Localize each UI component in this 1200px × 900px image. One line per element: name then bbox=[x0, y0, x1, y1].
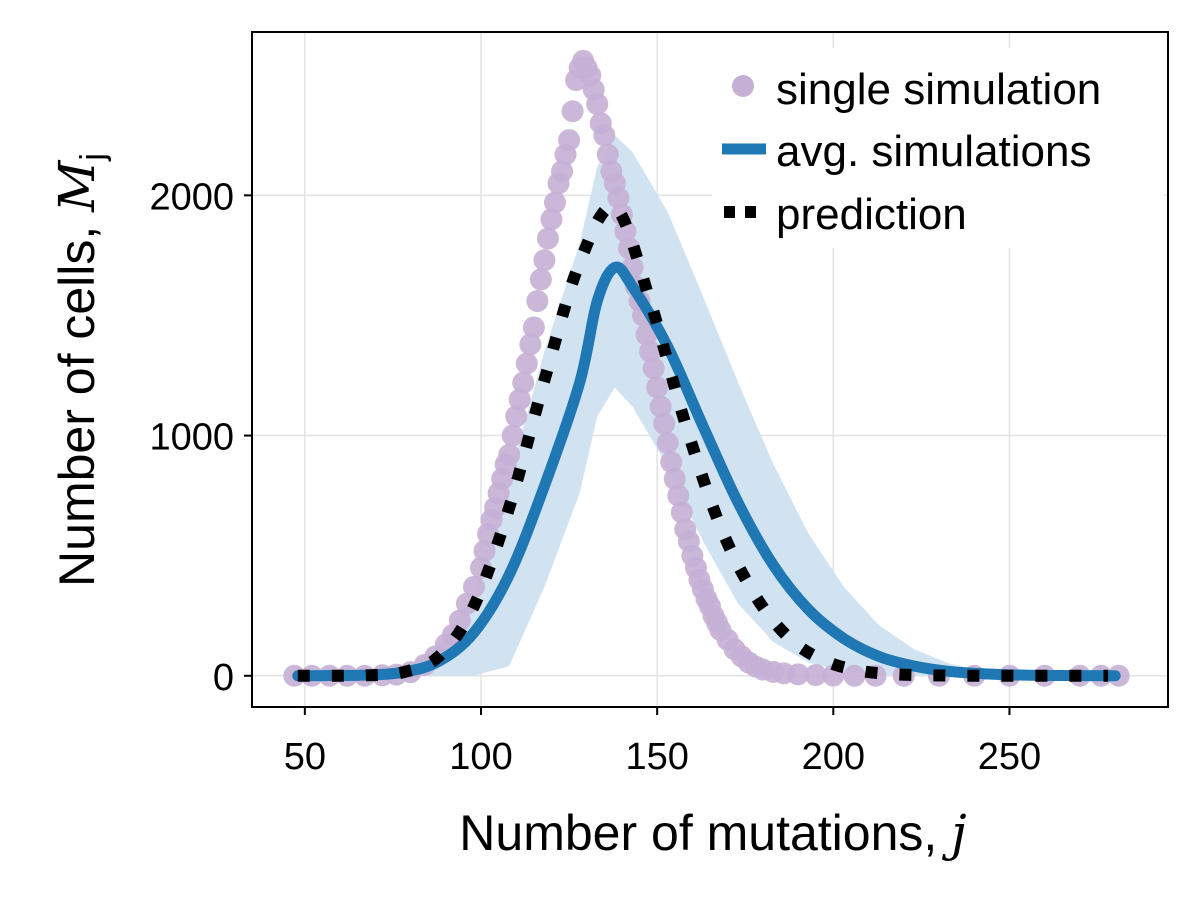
single-simulation-point bbox=[653, 412, 676, 435]
single-simulation-point bbox=[635, 323, 658, 346]
x-tick-label: 200 bbox=[802, 736, 865, 778]
single-simulation-point bbox=[498, 443, 521, 466]
x-tick-label: 100 bbox=[449, 736, 512, 778]
single-simulation-point bbox=[558, 129, 581, 152]
single-simulation-point bbox=[448, 609, 471, 632]
single-simulation-point bbox=[843, 664, 866, 687]
single-simulation-point bbox=[596, 143, 619, 166]
x-tick-label: 250 bbox=[978, 736, 1041, 778]
single-simulation-point bbox=[540, 208, 563, 231]
single-simulation-point bbox=[670, 501, 693, 524]
single-simulation-point bbox=[561, 100, 584, 123]
x-axis-label: Number of mutations, j bbox=[459, 804, 966, 862]
single-simulation-point bbox=[787, 663, 810, 686]
single-simulation-point bbox=[663, 467, 686, 490]
single-simulation-point bbox=[586, 93, 609, 116]
single-simulation-point bbox=[551, 160, 574, 183]
plot-frame bbox=[251, 31, 1169, 708]
single-simulation-point bbox=[512, 371, 535, 394]
single-simulation-point bbox=[607, 186, 630, 209]
single-simulation-point bbox=[505, 405, 528, 428]
y-tick-label: 2000 bbox=[149, 176, 234, 218]
single-simulation-point bbox=[501, 424, 524, 447]
legend-background bbox=[712, 48, 1164, 248]
single-simulation-point bbox=[593, 124, 616, 147]
x-ticks: 50 100 150 200 250 bbox=[284, 707, 1041, 778]
single-simulation-point bbox=[646, 376, 669, 399]
legend-label: single simulation bbox=[776, 65, 1101, 114]
single-simulation-point bbox=[529, 268, 552, 291]
y-axis-label: Number of cells, Mj bbox=[48, 153, 112, 587]
legend-label: prediction bbox=[776, 190, 967, 239]
x-tick-label: 50 bbox=[284, 736, 326, 778]
single-simulation-point bbox=[656, 431, 679, 454]
single-simulation-point bbox=[536, 227, 559, 250]
legend-single-simulation-marker bbox=[732, 75, 754, 97]
single-simulation-point bbox=[462, 575, 485, 598]
single-simulation-point bbox=[519, 333, 542, 356]
single-simulation-point bbox=[667, 484, 690, 507]
single-simulation-point bbox=[473, 539, 496, 562]
single-simulation-point bbox=[660, 450, 683, 473]
single-simulation-point bbox=[515, 352, 538, 375]
single-simulation-point bbox=[639, 340, 662, 363]
single-simulation-point bbox=[522, 316, 545, 339]
x-tick-label: 150 bbox=[625, 736, 688, 778]
legend: single simulation avg. simulations predict… bbox=[712, 48, 1164, 248]
single-simulation-point bbox=[804, 664, 827, 687]
single-simulation-point bbox=[533, 249, 556, 272]
y-tick-label: 0 bbox=[213, 657, 234, 699]
single-simulation-point bbox=[642, 357, 665, 380]
single-simulation-point bbox=[526, 290, 549, 313]
single-simulation-point bbox=[543, 191, 566, 214]
single-simulation-point bbox=[508, 388, 531, 411]
y-ticks: 0 1000 2000 bbox=[149, 176, 252, 699]
legend-label: avg. simulations bbox=[776, 127, 1091, 176]
single-simulation-point bbox=[649, 395, 672, 418]
y-tick-label: 1000 bbox=[149, 417, 234, 459]
